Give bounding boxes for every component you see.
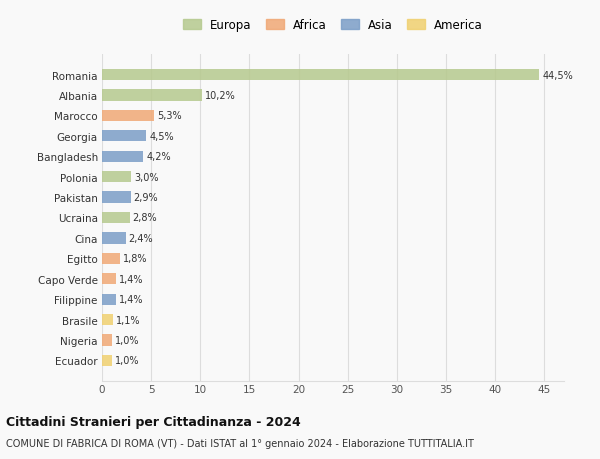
Text: 4,5%: 4,5% bbox=[149, 132, 174, 141]
Bar bbox=[102, 151, 143, 162]
Bar bbox=[102, 314, 113, 325]
Text: 5,3%: 5,3% bbox=[157, 111, 182, 121]
Bar bbox=[102, 111, 154, 122]
Text: 2,9%: 2,9% bbox=[133, 193, 158, 203]
Bar bbox=[102, 335, 112, 346]
Bar bbox=[102, 213, 130, 224]
Text: 3,0%: 3,0% bbox=[134, 172, 159, 182]
Text: 1,1%: 1,1% bbox=[116, 315, 140, 325]
Text: 1,4%: 1,4% bbox=[119, 295, 143, 304]
Text: Cittadini Stranieri per Cittadinanza - 2024: Cittadini Stranieri per Cittadinanza - 2… bbox=[6, 415, 301, 428]
Text: 10,2%: 10,2% bbox=[205, 91, 236, 101]
Text: 1,0%: 1,0% bbox=[115, 335, 139, 345]
Text: 4,2%: 4,2% bbox=[146, 152, 171, 162]
Bar bbox=[102, 90, 202, 101]
Bar bbox=[102, 294, 116, 305]
Legend: Europa, Africa, Asia, America: Europa, Africa, Asia, America bbox=[179, 15, 487, 35]
Text: 2,4%: 2,4% bbox=[128, 233, 153, 243]
Text: 2,8%: 2,8% bbox=[133, 213, 157, 223]
Bar bbox=[102, 355, 112, 366]
Text: 44,5%: 44,5% bbox=[542, 71, 573, 80]
Bar bbox=[102, 172, 131, 183]
Text: COMUNE DI FABRICA DI ROMA (VT) - Dati ISTAT al 1° gennaio 2024 - Elaborazione TU: COMUNE DI FABRICA DI ROMA (VT) - Dati IS… bbox=[6, 438, 474, 448]
Bar bbox=[102, 131, 146, 142]
Bar bbox=[102, 70, 539, 81]
Bar bbox=[102, 253, 119, 264]
Text: 1,4%: 1,4% bbox=[119, 274, 143, 284]
Text: 1,0%: 1,0% bbox=[115, 356, 139, 365]
Text: 1,8%: 1,8% bbox=[122, 254, 147, 264]
Bar bbox=[102, 274, 116, 285]
Bar bbox=[102, 233, 125, 244]
Bar bbox=[102, 192, 131, 203]
